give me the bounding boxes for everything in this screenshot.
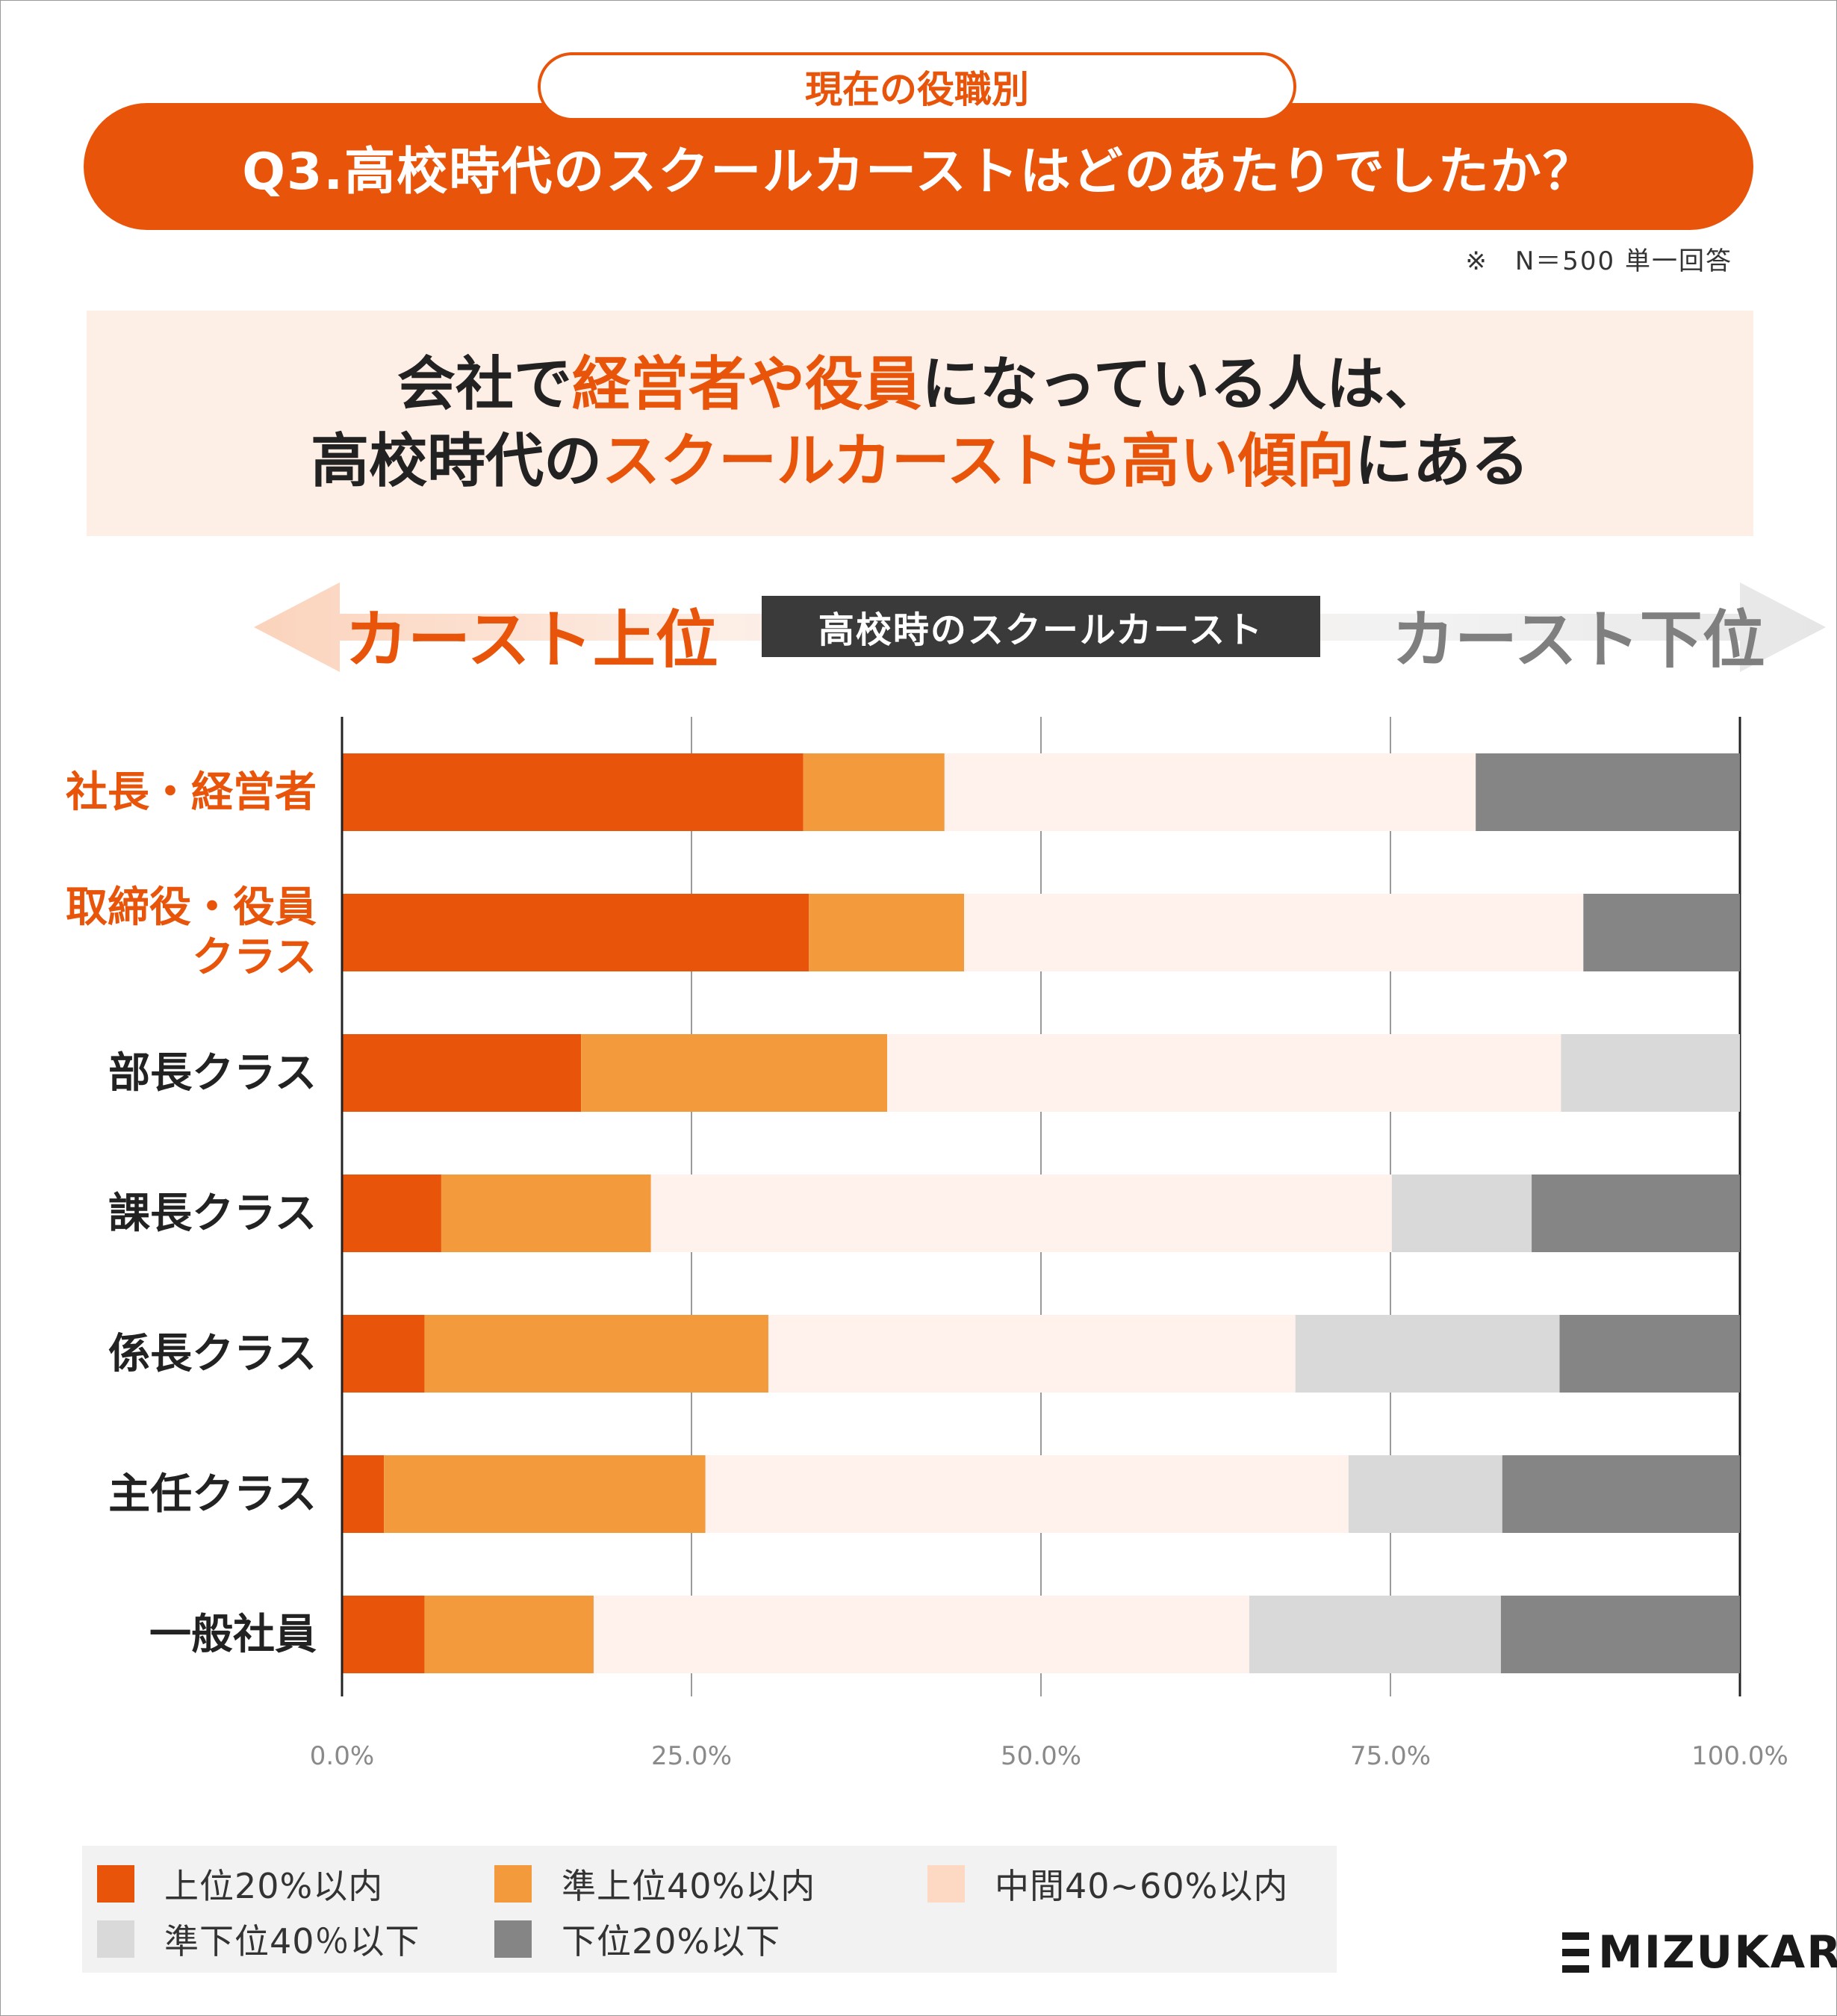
bar-segment [964, 894, 1584, 971]
brand-name: MIZUKARA [1598, 1926, 1837, 1979]
bar-segment [1502, 1455, 1740, 1533]
headline-text: 会社で [397, 351, 572, 419]
x-tick-label: 0.0% [309, 1741, 375, 1771]
caste-center-label: 高校時のスクールカースト [762, 596, 1320, 657]
x-tick-label: 75.0% [1349, 1741, 1432, 1771]
category-label: 取締役・役員 クラス [66, 883, 317, 983]
question-banner: Q3.高校時代のスクールカーストはどのあたりでしたか？ [84, 103, 1753, 230]
bar-segment [809, 894, 965, 971]
stacked-bar-chart [341, 717, 1741, 1696]
legend-item: 中間40~60%以内 [927, 1859, 1288, 1908]
category-label-line: 主任クラス [108, 1469, 317, 1519]
caste-top-label: カースト上位 [345, 603, 718, 676]
legend-swatch [494, 1920, 532, 1958]
bar-segment [441, 1175, 651, 1252]
legend-label: 準下位40％以下 [164, 1921, 420, 1961]
category-label: 主任クラス [108, 1469, 317, 1519]
bar-segment [342, 1315, 425, 1393]
legend-item: 準下位40％以下 [97, 1914, 420, 1964]
category-label-line: 係長クラス [108, 1329, 317, 1378]
bar-segment [342, 894, 809, 971]
legend-swatch [97, 1920, 134, 1958]
x-tick-label: 25.0% [650, 1741, 733, 1771]
headline-line-2: 高校時代のスクールカーストも高い傾向にある [311, 423, 1529, 500]
legend: 上位20%以内 準上位40%以内 中間40~60%以内 準下位40％以下 下位2… [82, 1846, 1337, 1973]
headline-text: にある [1354, 428, 1529, 495]
headline-box: 会社で経営者や役員になっている人は、 高校時代のスクールカーストも高い傾向にある [87, 311, 1753, 536]
legend-label: 準上位40%以内 [562, 1866, 816, 1906]
bar-segment [1532, 1175, 1740, 1252]
legend-item: 準上位40%以内 [494, 1859, 815, 1908]
bar-segment [944, 753, 1476, 831]
bar-segment [1348, 1455, 1502, 1533]
headline-line-1: 会社で経営者や役員になっている人は、 [397, 346, 1443, 423]
headline-text: になっている人は、 [921, 351, 1443, 419]
bar-segment [1249, 1596, 1501, 1673]
sample-note: ※ N＝500 単一回答 [1465, 246, 1732, 276]
bar-segment [424, 1596, 594, 1673]
headline-text: 高校時代の [311, 428, 603, 495]
bar-segment [593, 1596, 1249, 1673]
bar-segment [342, 753, 804, 831]
legend-item: 下位20%以下 [494, 1914, 780, 1964]
category-label-line: 部長クラス [108, 1048, 317, 1098]
category-label-line: 課長クラス [108, 1189, 317, 1238]
bar-segment [1561, 1034, 1740, 1112]
category-label: 部長クラス [108, 1048, 317, 1098]
bar-segment [342, 1596, 425, 1673]
caste-bottom-label: カースト下位 [1392, 603, 1765, 676]
bar-segment [384, 1455, 706, 1533]
headline-highlight: 経営者や役員 [571, 351, 921, 419]
bar-segment [581, 1034, 888, 1112]
category-label: 一般社員 [149, 1610, 317, 1660]
category-label: 課長クラス [108, 1189, 317, 1239]
bar-segment [768, 1315, 1296, 1393]
category-label: 社長・経営者 [66, 768, 317, 818]
brand-icon [1562, 1932, 1589, 1973]
bar-segment [1500, 1596, 1740, 1673]
category-label-line: 社長・経営者 [66, 768, 317, 817]
category-label: 係長クラス [108, 1329, 317, 1379]
bar-segment [424, 1315, 768, 1393]
bar-segment [342, 1175, 441, 1252]
bar-segment [887, 1034, 1561, 1112]
bar-segment [342, 1034, 582, 1112]
category-label-line: クラス [192, 933, 317, 983]
bar-segment [1559, 1315, 1740, 1393]
category-pill: 現在の役職別 [538, 52, 1296, 121]
legend-swatch [97, 1865, 134, 1903]
legend-label: 上位20%以内 [164, 1866, 384, 1906]
bar-segment [342, 1455, 385, 1533]
category-label-line: 取締役・役員 [66, 883, 317, 932]
legend-swatch [927, 1865, 965, 1903]
bar-segment [705, 1455, 1349, 1533]
x-tick-label: 100.0% [1691, 1741, 1788, 1771]
legend-swatch [494, 1865, 532, 1903]
bar-segment [1583, 894, 1740, 971]
bar-segment [1295, 1315, 1560, 1393]
legend-label: 下位20%以下 [562, 1921, 781, 1961]
bar-segment [803, 753, 945, 831]
brand-logo: MIZUKARA [1562, 1926, 1837, 1979]
legend-label: 中間40~60%以内 [995, 1866, 1289, 1906]
category-label-line: 一般社員 [149, 1610, 317, 1659]
headline-highlight: スクールカーストも高い傾向 [602, 428, 1355, 495]
bar-segment [1391, 1175, 1532, 1252]
x-tick-label: 50.0% [1000, 1741, 1082, 1771]
legend-item: 上位20%以内 [97, 1859, 383, 1908]
bar-segment [650, 1175, 1392, 1252]
bar-segment [1476, 753, 1740, 831]
